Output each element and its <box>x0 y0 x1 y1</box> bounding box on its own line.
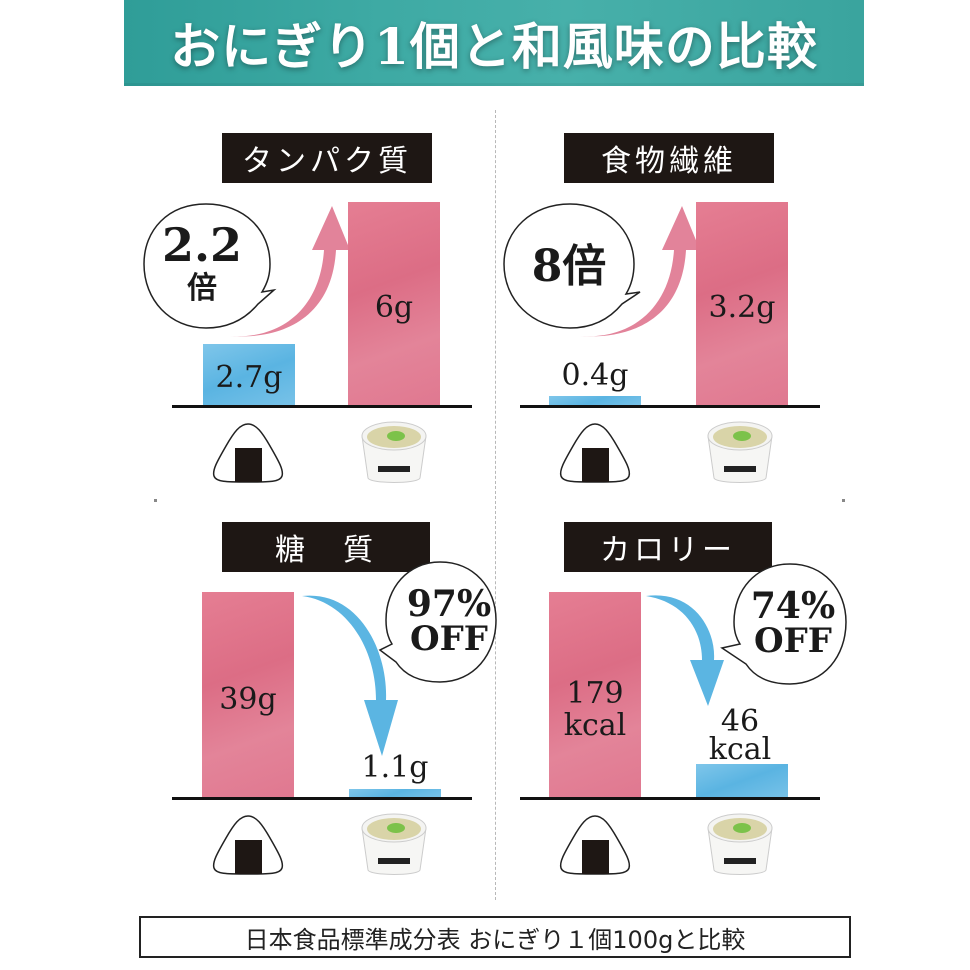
up-arrow-icon <box>578 206 700 337</box>
soup-cup-icon <box>707 421 773 483</box>
down-arrow-icon <box>302 595 398 756</box>
down-arrow-icon <box>646 595 724 706</box>
soup-cup-icon <box>361 813 427 875</box>
speech-bubble <box>503 203 641 329</box>
onigiri-icon <box>212 423 284 483</box>
bubble-main: 97% <box>406 583 492 625</box>
bubble-main: 8倍 <box>531 241 607 292</box>
onigiri-icon <box>559 423 631 483</box>
bar-soup <box>348 202 440 406</box>
value-soup-number: 46 <box>720 704 760 739</box>
panel-title: 食物繊維 <box>564 133 774 183</box>
speech-bubble <box>378 561 497 683</box>
baseline <box>520 405 820 408</box>
up-arrow-icon <box>228 206 350 337</box>
onigiri-icon <box>559 815 631 875</box>
value-onigiri: 39g <box>219 682 277 717</box>
panel-title: カロリー <box>564 522 772 572</box>
speech-bubble <box>143 203 277 329</box>
bar-onigiri <box>203 344 295 406</box>
value-onigiri-unit: kcal <box>563 708 627 743</box>
value-soup: 6g <box>374 290 414 325</box>
baseline <box>520 797 820 800</box>
soup-cup-icon <box>707 813 773 875</box>
source-note: 日本食品標準成分表 おにぎり１個100gと比較 <box>139 916 851 958</box>
bubble-sub: 倍 <box>187 271 217 306</box>
onigiri-icon <box>212 815 284 875</box>
value-onigiri-number: 179 <box>566 676 624 711</box>
vertical-divider <box>495 110 496 900</box>
page-title: おにぎり1個と和風味の比較 <box>170 17 818 76</box>
bubble-main: 2.2 <box>161 218 243 272</box>
bar-soup <box>696 764 788 798</box>
bar-onigiri <box>549 396 641 406</box>
divider-dot <box>842 499 845 502</box>
bar-onigiri <box>549 592 641 798</box>
baseline <box>172 797 472 800</box>
value-onigiri: 2.7g <box>215 360 283 395</box>
value-onigiri: 0.4g <box>561 358 629 393</box>
value-soup-unit: kcal <box>708 732 772 767</box>
value-soup: 3.2g <box>708 290 776 325</box>
title-banner: おにぎり1個と和風味の比較 <box>124 0 864 86</box>
soup-cup-icon <box>361 421 427 483</box>
bubble-main: 74% <box>750 585 836 627</box>
panel-title: 糖 質 <box>222 522 430 572</box>
baseline <box>172 405 472 408</box>
bar-soup <box>349 789 441 798</box>
bubble-sub: OFF <box>410 619 488 659</box>
divider-dot <box>154 499 157 502</box>
speech-bubble <box>720 563 847 685</box>
panel-title: タンパク質 <box>222 133 432 183</box>
bubble-sub: OFF <box>754 621 832 661</box>
bar-onigiri <box>202 592 294 798</box>
bar-soup <box>696 202 788 406</box>
value-soup: 1.1g <box>361 750 429 785</box>
